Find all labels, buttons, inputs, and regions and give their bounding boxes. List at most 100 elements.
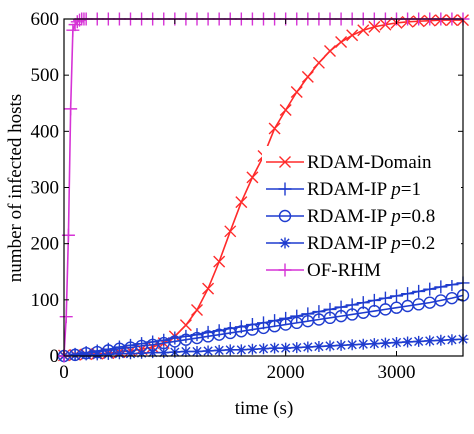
data-point-star: [158, 347, 170, 359]
data-point-star: [246, 343, 258, 355]
data-point-star: [269, 342, 281, 354]
data-point-x: [268, 122, 281, 135]
x-tick-label: 3000: [378, 362, 416, 383]
data-point-plus: [423, 282, 437, 296]
x-tick-label: 1000: [156, 362, 194, 383]
data-point-star: [91, 349, 103, 361]
data-point-star: [180, 346, 192, 358]
data-point-plus: [412, 284, 426, 298]
data-point-plus: [334, 300, 348, 314]
legend-entry: RDAM-Domain: [266, 152, 432, 173]
y-tick-label: 600: [31, 9, 60, 30]
data-point-x: [279, 103, 292, 116]
data-point-x: [224, 225, 237, 238]
data-point-star: [368, 338, 380, 350]
data-point-x: [191, 303, 203, 316]
x-tick-label: 2000: [267, 362, 305, 383]
series-line: [63, 294, 464, 357]
data-point-star: [291, 342, 303, 354]
data-point-x: [301, 70, 314, 83]
data-point-x: [202, 282, 215, 295]
data-point-x: [179, 319, 192, 332]
data-point-plus: [434, 280, 448, 294]
legend-label: RDAM-IP p=1: [307, 179, 421, 200]
data-point-plus: [66, 23, 80, 37]
legend-label: OF-RHM: [307, 260, 381, 281]
data-point-star: [213, 344, 225, 356]
data-point-plus: [278, 263, 292, 277]
data-point-x: [357, 24, 370, 37]
data-point-star: [446, 334, 458, 346]
legend-entry: RDAM-IP p=0.8: [266, 206, 435, 227]
data-point-star: [279, 237, 291, 249]
data-point-plus: [312, 305, 326, 319]
data-point-plus: [290, 309, 304, 323]
data-point-star: [413, 335, 425, 347]
data-point-plus: [278, 182, 292, 196]
data-point-star: [147, 347, 159, 359]
data-point-x: [235, 196, 248, 209]
data-point-star: [346, 339, 358, 351]
data-point-x: [312, 56, 325, 69]
data-point-star: [391, 337, 402, 349]
data-point-star: [191, 346, 203, 358]
data-point-x: [335, 36, 348, 49]
data-point-x: [246, 171, 259, 184]
data-point-star: [324, 340, 336, 352]
data-point-x: [324, 45, 336, 58]
legend-label: RDAM-IP p=0.2: [307, 233, 435, 254]
x-tick-label: 0: [59, 362, 69, 383]
data-point-star: [258, 343, 269, 355]
data-point-x: [279, 156, 291, 168]
data-point-star: [235, 344, 247, 356]
y-tick-label: 500: [31, 65, 60, 86]
data-point-plus: [401, 287, 415, 301]
data-point-star: [302, 341, 314, 353]
data-point-star: [435, 334, 447, 346]
legend-entry: OF-RHM: [266, 260, 381, 281]
data-point-star: [136, 347, 148, 359]
x-axis-label: time (s): [235, 398, 294, 419]
data-point-star: [102, 348, 114, 360]
series-rdam-ip-p-0-8: [57, 289, 470, 363]
data-point-plus: [301, 307, 315, 321]
data-point-plus: [378, 291, 392, 305]
data-point-star: [313, 340, 325, 352]
data-point-star: [335, 339, 347, 351]
legend-entry: RDAM-IP p=0.2: [266, 233, 435, 254]
legend-label: RDAM-IP p=0.8: [307, 206, 435, 227]
data-point-plus: [367, 293, 381, 307]
legend: RDAM-Domain RDAM-IP p=1 RDAM-IP p=0.8 RDAM-…: [262, 146, 461, 281]
data-point-x: [213, 255, 226, 268]
data-point-circle: [445, 291, 459, 305]
data-point-star: [424, 335, 436, 347]
data-point-plus: [323, 302, 337, 316]
tick-layer: 0 1000 2000 3000 0 100 200 300 400 500 600: [31, 9, 463, 383]
data-point-star: [402, 336, 414, 348]
data-point-plus: [64, 102, 78, 116]
data-point-plus: [445, 278, 459, 292]
data-point-star: [357, 338, 369, 350]
data-point-star: [80, 349, 92, 361]
y-tick-label: 300: [31, 178, 60, 199]
y-tick-label: 400: [31, 121, 60, 142]
y-tick-label: 0: [50, 346, 60, 367]
data-point-star: [113, 348, 125, 360]
legend-box: [262, 146, 461, 280]
data-point-x: [346, 29, 359, 42]
data-point-circle: [278, 209, 292, 223]
y-tick-label: 200: [31, 234, 60, 255]
data-point-plus: [59, 310, 73, 324]
data-point-x: [290, 86, 303, 99]
data-point-plus: [390, 289, 403, 303]
data-point-star: [125, 348, 136, 360]
y-axis-label: number of infected hosts: [5, 94, 26, 282]
data-point-star: [202, 345, 214, 357]
data-point-star: [280, 342, 292, 354]
data-point-star: [379, 337, 391, 349]
legend-label: RDAM-Domain: [307, 152, 432, 173]
data-point-x: [368, 20, 381, 33]
data-point-star: [224, 344, 236, 356]
y-tick-label: 100: [31, 290, 60, 311]
